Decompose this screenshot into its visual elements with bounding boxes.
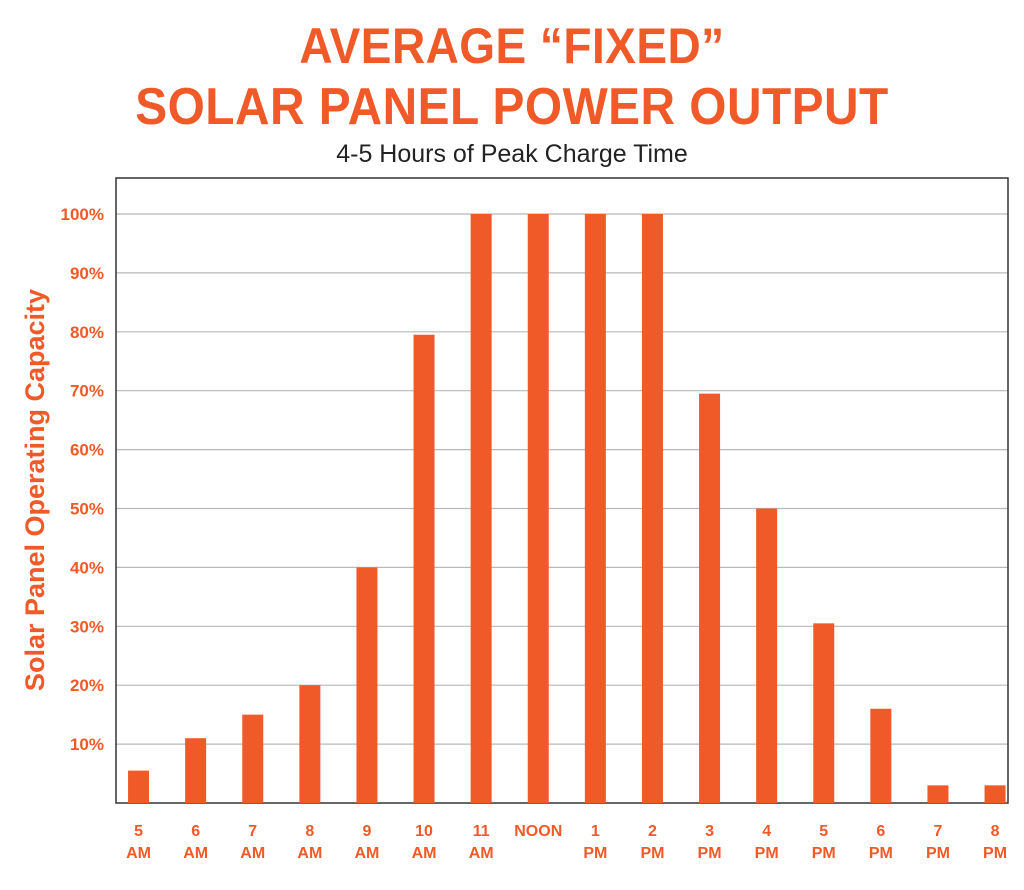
bar-14 [927,785,949,803]
x-tick-label: 6 [876,823,885,840]
x-tick-label: 3 [705,823,714,840]
x-tick-label-period: PM [755,845,779,862]
x-tick-label-period: AM [297,845,322,862]
x-tick-label: 7 [933,823,942,840]
bar-3 [299,685,321,803]
x-tick-label: 10 [415,823,433,840]
x-tick-label: 6 [191,823,200,840]
bar-10 [699,393,721,803]
x-tick-label: 11 [473,823,490,840]
y-tick-label: 10% [70,735,104,754]
y-axis-label: Solar Panel Operating Capacity [20,289,50,691]
bar-8 [584,214,606,803]
chart-title-line1: AVERAGE “FIXED” [299,18,725,74]
plot-frame [115,177,1009,804]
y-tick-label: 70% [70,382,104,401]
bar-15 [984,785,1006,803]
y-tick-label: 30% [70,617,104,636]
y-tick-label: 20% [70,676,104,695]
x-tick-label: NOON [514,823,562,840]
x-tick-label: 5 [819,823,828,840]
y-tick-label: 60% [70,441,104,460]
chart-title-line2: SOLAR PANEL POWER OUTPUT [135,78,889,136]
x-tick-label-period: AM [126,845,151,862]
bar-11 [756,508,778,803]
x-tick-label-period: PM [983,845,1007,862]
bar-2 [242,714,264,803]
x-tick-label-period: AM [355,845,380,862]
x-tick-label-period: AM [469,845,494,862]
x-tick-label: 8 [305,823,314,840]
x-tick-label: 1 [591,823,600,840]
y-tick-label: 50% [70,500,104,519]
x-tick-label-period: PM [640,845,664,862]
x-tick-label-period: PM [583,845,607,862]
x-tick-label: 9 [362,823,371,840]
bar-5 [413,334,435,803]
y-tick-label: 100% [61,205,104,224]
x-tick-label-period: AM [412,845,437,862]
y-tick-label: 40% [70,558,104,577]
x-tick-label-period: AM [183,845,208,862]
x-tick-label-period: PM [812,845,836,862]
y-tick-label: 80% [70,323,104,342]
y-tick-label: 90% [70,264,104,283]
bar-0 [128,770,150,803]
x-tick-label-period: PM [698,845,722,862]
bar-4 [356,567,378,803]
chart-subtitle: 4-5 Hours of Peak Charge Time [336,140,688,168]
x-tick-label-period: AM [240,845,265,862]
x-tick-label: 4 [762,823,771,840]
bar-13 [870,708,892,803]
x-tick-label-period: PM [869,845,893,862]
bar-6 [470,214,492,803]
x-tick-label: 5 [134,823,143,840]
x-tick-label-period: PM [926,845,950,862]
x-tick-label: 8 [991,823,1000,840]
x-tick-label: 2 [648,823,657,840]
x-tick-label: 7 [248,823,257,840]
bar-7 [527,214,549,803]
bar-1 [185,738,207,803]
bar-9 [641,214,663,803]
bar-12 [813,623,835,803]
